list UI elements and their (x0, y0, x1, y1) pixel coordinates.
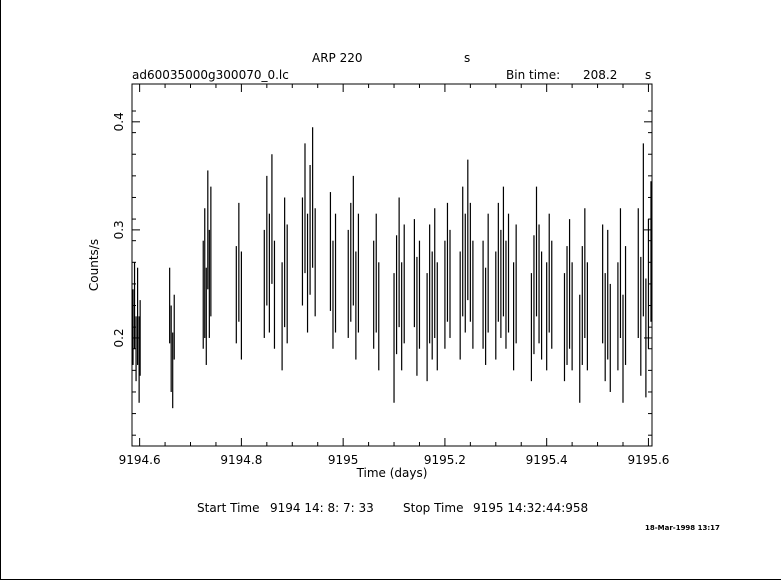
x-tick-label: 9194.8 (220, 453, 262, 467)
x-tick-label: 9194.6 (119, 453, 161, 467)
axis-ticks: 9194.6 9194.8 9195 9195.2 9195.4 9195.6 0.2 0.3… (112, 84, 669, 467)
y-tick-label: 0.3 (112, 220, 126, 239)
x-axis-label: Time (days) (356, 466, 428, 480)
start-time-label: Start Time (197, 501, 260, 515)
chart-title-unit: s (464, 51, 471, 65)
start-time-value: 9194 14: 8: 7: 33 (270, 501, 374, 515)
x-tick-label: 9195.4 (526, 453, 568, 467)
y-tick-label: 0.4 (112, 112, 126, 131)
x-tick-label: 9195.2 (424, 453, 466, 467)
stop-time-value: 9195 14:32:44:958 (473, 501, 589, 515)
bin-time-value: 208.2 (583, 68, 618, 82)
bin-time-unit: s (645, 68, 652, 82)
lightcurve-filename: ad60035000g300070_0.lc (132, 68, 289, 82)
plot-frame (131, 83, 653, 447)
x-tick-label: 9195 (328, 453, 359, 467)
stop-time-label: Stop Time (403, 501, 464, 515)
bin-time-label: Bin time: (506, 68, 561, 82)
error-bars (132, 127, 652, 409)
chart-title: ARP 220 (312, 51, 363, 65)
generation-date: 18-Mar-1998 13:17 (645, 524, 720, 532)
y-axis-label: Counts/s (87, 239, 101, 291)
x-tick-label: 9195.6 (627, 453, 669, 467)
y-tick-label: 0.2 (112, 328, 126, 347)
